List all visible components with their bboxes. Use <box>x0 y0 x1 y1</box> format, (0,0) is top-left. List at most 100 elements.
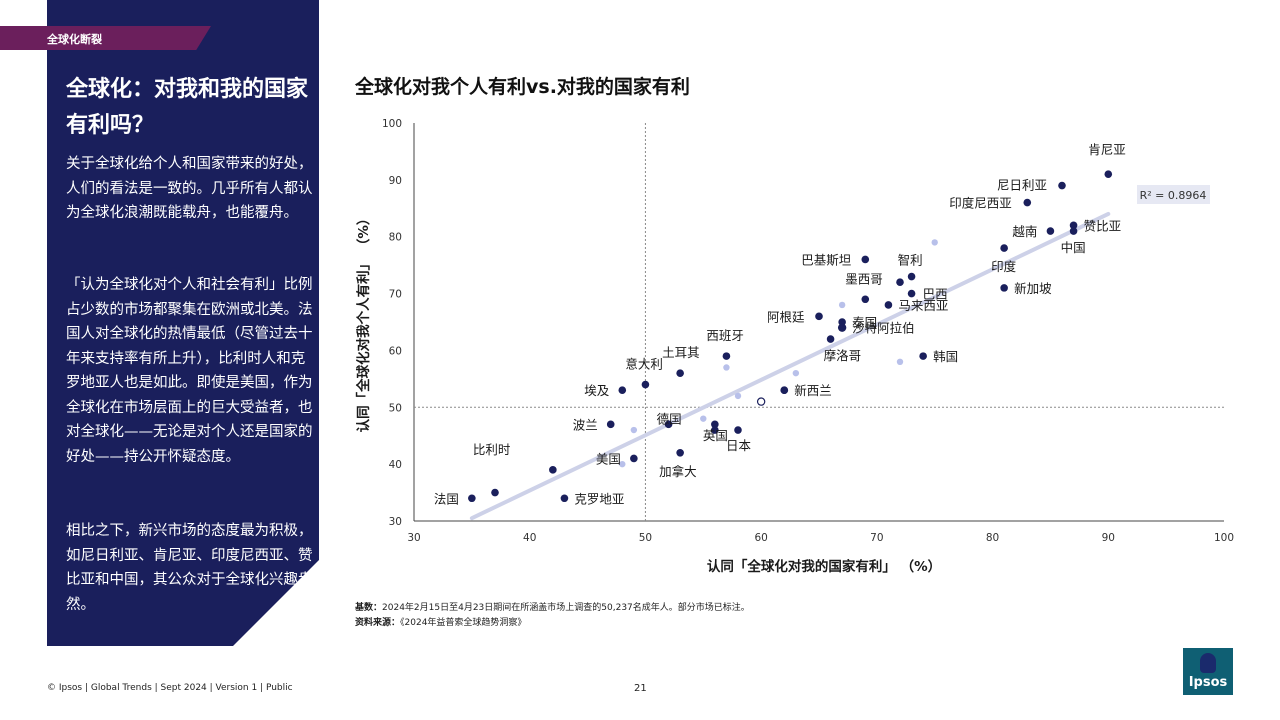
y-tick-label: 50 <box>389 402 402 414</box>
left-panel <box>47 0 319 646</box>
data-point <box>861 295 870 304</box>
x-axis-title: 认同「全球化对我的国家有利」 （%） <box>707 558 941 575</box>
footnote-basis-text: 2024年2月15日至4月23日期间在所涵盖市场上调查的50,237名成年人。部… <box>382 603 750 613</box>
data-point-label: 法国 <box>434 491 459 506</box>
footnote-source-text: 《2024年益普索全球趋势洞察》 <box>400 618 527 628</box>
data-point <box>884 301 893 309</box>
panel-heading: 全球化：对我和我的国家有利吗？ <box>66 77 309 138</box>
data-point-light <box>931 239 938 246</box>
data-point-label: 印度 <box>991 259 1017 274</box>
data-point <box>838 323 846 332</box>
y-tick-label: 40 <box>389 459 402 471</box>
data-point <box>549 466 557 474</box>
data-point-label: 日本 <box>726 438 752 453</box>
logo-mark-icon <box>1200 653 1216 673</box>
x-tick-label: 70 <box>870 532 883 544</box>
data-point <box>826 335 835 343</box>
ipsos-logo: Ipsos <box>1183 648 1233 695</box>
data-point <box>1104 170 1113 178</box>
data-point-light <box>896 358 904 365</box>
data-point <box>861 255 870 264</box>
data-point-label: 意大利 <box>625 357 663 372</box>
data-point <box>919 352 927 360</box>
r2-box <box>1137 185 1210 204</box>
data-point-label: 智利 <box>898 253 923 268</box>
data-point-label: 德国 <box>657 411 682 426</box>
y-tick-label: 90 <box>389 175 402 187</box>
y-tick-label: 60 <box>389 345 402 357</box>
panel-paragraph-3: 相比之下，新兴市场的态度最为积极，如尼日利亚、肯尼亚、印度尼西亚、赞比亚和中国，… <box>66 523 313 613</box>
data-point <box>676 369 684 377</box>
data-point <box>468 494 476 503</box>
x-tick-label: 80 <box>986 532 999 544</box>
data-point-label: 克罗地亚 <box>574 491 624 506</box>
r2-label: R² = 0.8964 <box>1140 189 1207 202</box>
data-point <box>711 426 719 434</box>
data-point-light <box>619 460 626 468</box>
y-tick-label: 80 <box>389 232 402 244</box>
data-point <box>664 420 673 429</box>
data-point-label: 马来西亚 <box>898 298 948 313</box>
data-point <box>1069 221 1078 230</box>
section-tag: 全球化断裂 <box>0 26 211 50</box>
data-point-label: 土耳其 <box>662 345 700 360</box>
section-tag-label: 全球化断裂 <box>47 33 102 46</box>
data-point-light <box>723 364 730 371</box>
data-point-label: 摩洛哥 <box>824 348 862 363</box>
data-point-label: 新西兰 <box>794 383 832 398</box>
y-tick-label: 100 <box>382 118 402 130</box>
x-tick-label: 90 <box>1102 532 1115 544</box>
data-point-label: 巴西 <box>923 287 948 302</box>
footnote-source-label: 资料来源： <box>355 618 401 628</box>
data-point <box>1046 227 1055 235</box>
data-point-label: 赞比亚 <box>1084 218 1122 233</box>
data-point-label: 中国 <box>1061 240 1086 255</box>
data-point-label: 英国 <box>703 428 728 443</box>
data-point-label: 埃及 <box>584 383 610 398</box>
data-point <box>618 386 627 395</box>
data-point <box>711 420 719 429</box>
data-point-label: 阿根廷 <box>767 309 805 324</box>
page-number: 21 <box>634 683 647 694</box>
data-point-label: 美国 <box>596 451 621 466</box>
data-point <box>1058 181 1066 190</box>
data-point-label: 波兰 <box>573 417 598 432</box>
data-point <box>907 272 916 281</box>
data-point-light <box>630 426 638 434</box>
y-axis-title: 认同「全球化对我个人有利」 （%） <box>355 212 372 433</box>
data-point-light <box>792 369 800 377</box>
data-point <box>1023 198 1032 207</box>
panel-paragraph-2: 「认为全球化对个人和社会有利」比例占少数的市场都聚集在欧洲或北美。法国人对全球化… <box>66 277 313 465</box>
footer-text: © Ipsos | Global Trends | Sept 2024 | Ve… <box>47 683 293 693</box>
data-point-label: 印度尼西亚 <box>949 196 1012 211</box>
logo-text: Ipsos <box>1188 675 1228 690</box>
data-point <box>907 289 916 298</box>
footnote-basis-label: 基数： <box>355 603 383 613</box>
data-point-label: 肯尼亚 <box>1088 142 1126 157</box>
chart-title: 全球化对我个人有利vs.对我的国家有利 <box>355 76 690 98</box>
x-tick-label: 60 <box>754 532 767 544</box>
data-point-label: 尼日利亚 <box>997 178 1047 193</box>
data-point <box>641 380 650 389</box>
data-point <box>676 448 684 457</box>
data-point <box>560 494 569 503</box>
y-tick-label: 70 <box>389 289 402 301</box>
data-point-light <box>734 392 742 400</box>
data-point <box>630 454 638 463</box>
data-point-label: 巴基斯坦 <box>801 252 851 267</box>
x-tick-label: 50 <box>639 532 652 544</box>
data-point-label: 比利时 <box>473 442 511 457</box>
data-point-label: 西班牙 <box>706 328 744 343</box>
footnote-source: 资料来源：《2024年益普索全球趋势洞察》 <box>355 615 526 628</box>
data-point-light <box>838 301 846 309</box>
y-tick-label: 30 <box>389 516 402 528</box>
x-tick-label: 100 <box>1214 532 1234 544</box>
data-point-label: 越南 <box>1012 224 1037 239</box>
data-point-label: 泰国 <box>852 315 877 330</box>
footnote-basis: 基数：2024年2月15日至4月23日期间在所涵盖市场上调查的50,237名成年… <box>355 600 750 613</box>
panel-paragraph-1: 关于全球化给个人和国家带来的好处，人们的看法是一致的。几乎所有人都认为全球化浪潮… <box>66 156 313 221</box>
data-point-label: 新加坡 <box>1014 281 1052 296</box>
data-point-label: 韩国 <box>933 349 958 364</box>
data-point <box>722 352 731 360</box>
x-tick-label: 30 <box>407 532 420 544</box>
